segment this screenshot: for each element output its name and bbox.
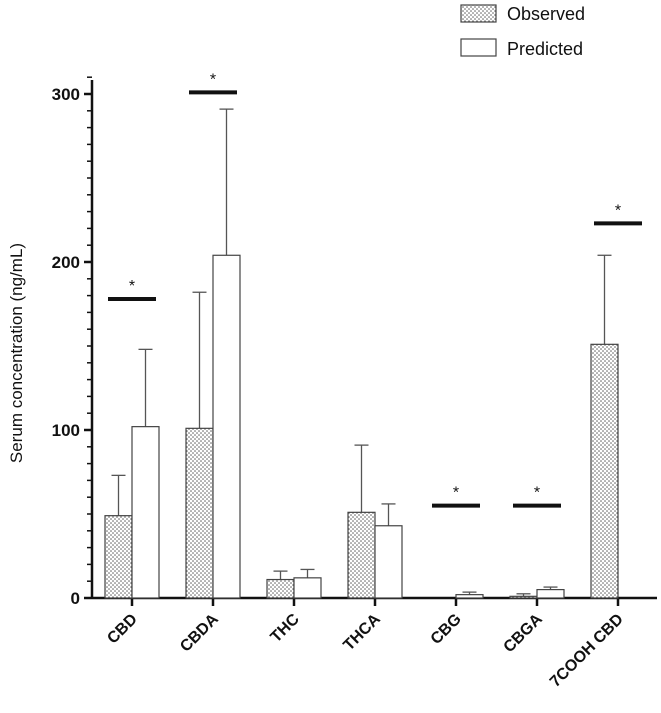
bar-observed [347,511,376,599]
significance-marks: * * * * * [108,71,642,508]
significance-star: * [129,278,135,295]
y-tick-label: 100 [52,421,80,440]
bar-predicted [131,426,160,599]
x-category-label: THC [268,610,304,646]
bar-observed [104,515,133,599]
y-tick-label: 300 [52,85,80,104]
bar-predicted [374,525,403,599]
legend: Observed Predicted [460,4,585,59]
bar-predicted [455,594,484,599]
bars [104,108,619,599]
legend-swatch-predicted [460,38,497,57]
significance-star: * [615,202,621,219]
legend-swatch-observed [460,4,497,23]
y-tick-label: 200 [52,253,80,272]
x-category-label: CBDA [177,610,222,655]
x-category-label: CBD [104,611,141,648]
legend-label-predicted: Predicted [507,39,583,59]
y-tick-label: 0 [71,589,80,608]
bar-observed [266,578,295,599]
significance-star: * [453,485,459,502]
y-axis-label: Serum concentration (ng/mL) [7,243,26,463]
significance-star: * [210,71,216,88]
bar-observed [590,343,619,599]
axes: 0 100 200 300 CBD CBDA THC THCA CBG CBGA 7COOH CBD [52,76,657,691]
legend-label-observed: Observed [507,4,585,24]
bar-observed [509,595,538,599]
bar-predicted [212,254,241,599]
x-category-label: CBG [428,611,465,648]
x-category-label: THCA [340,610,384,654]
bar-predicted [293,577,322,599]
bar-predicted [536,588,565,599]
x-category-label: CBGA [500,610,546,656]
bar-observed [185,427,214,599]
significance-star: * [534,485,540,502]
x-category-label: 7COOH CBD [547,611,627,691]
